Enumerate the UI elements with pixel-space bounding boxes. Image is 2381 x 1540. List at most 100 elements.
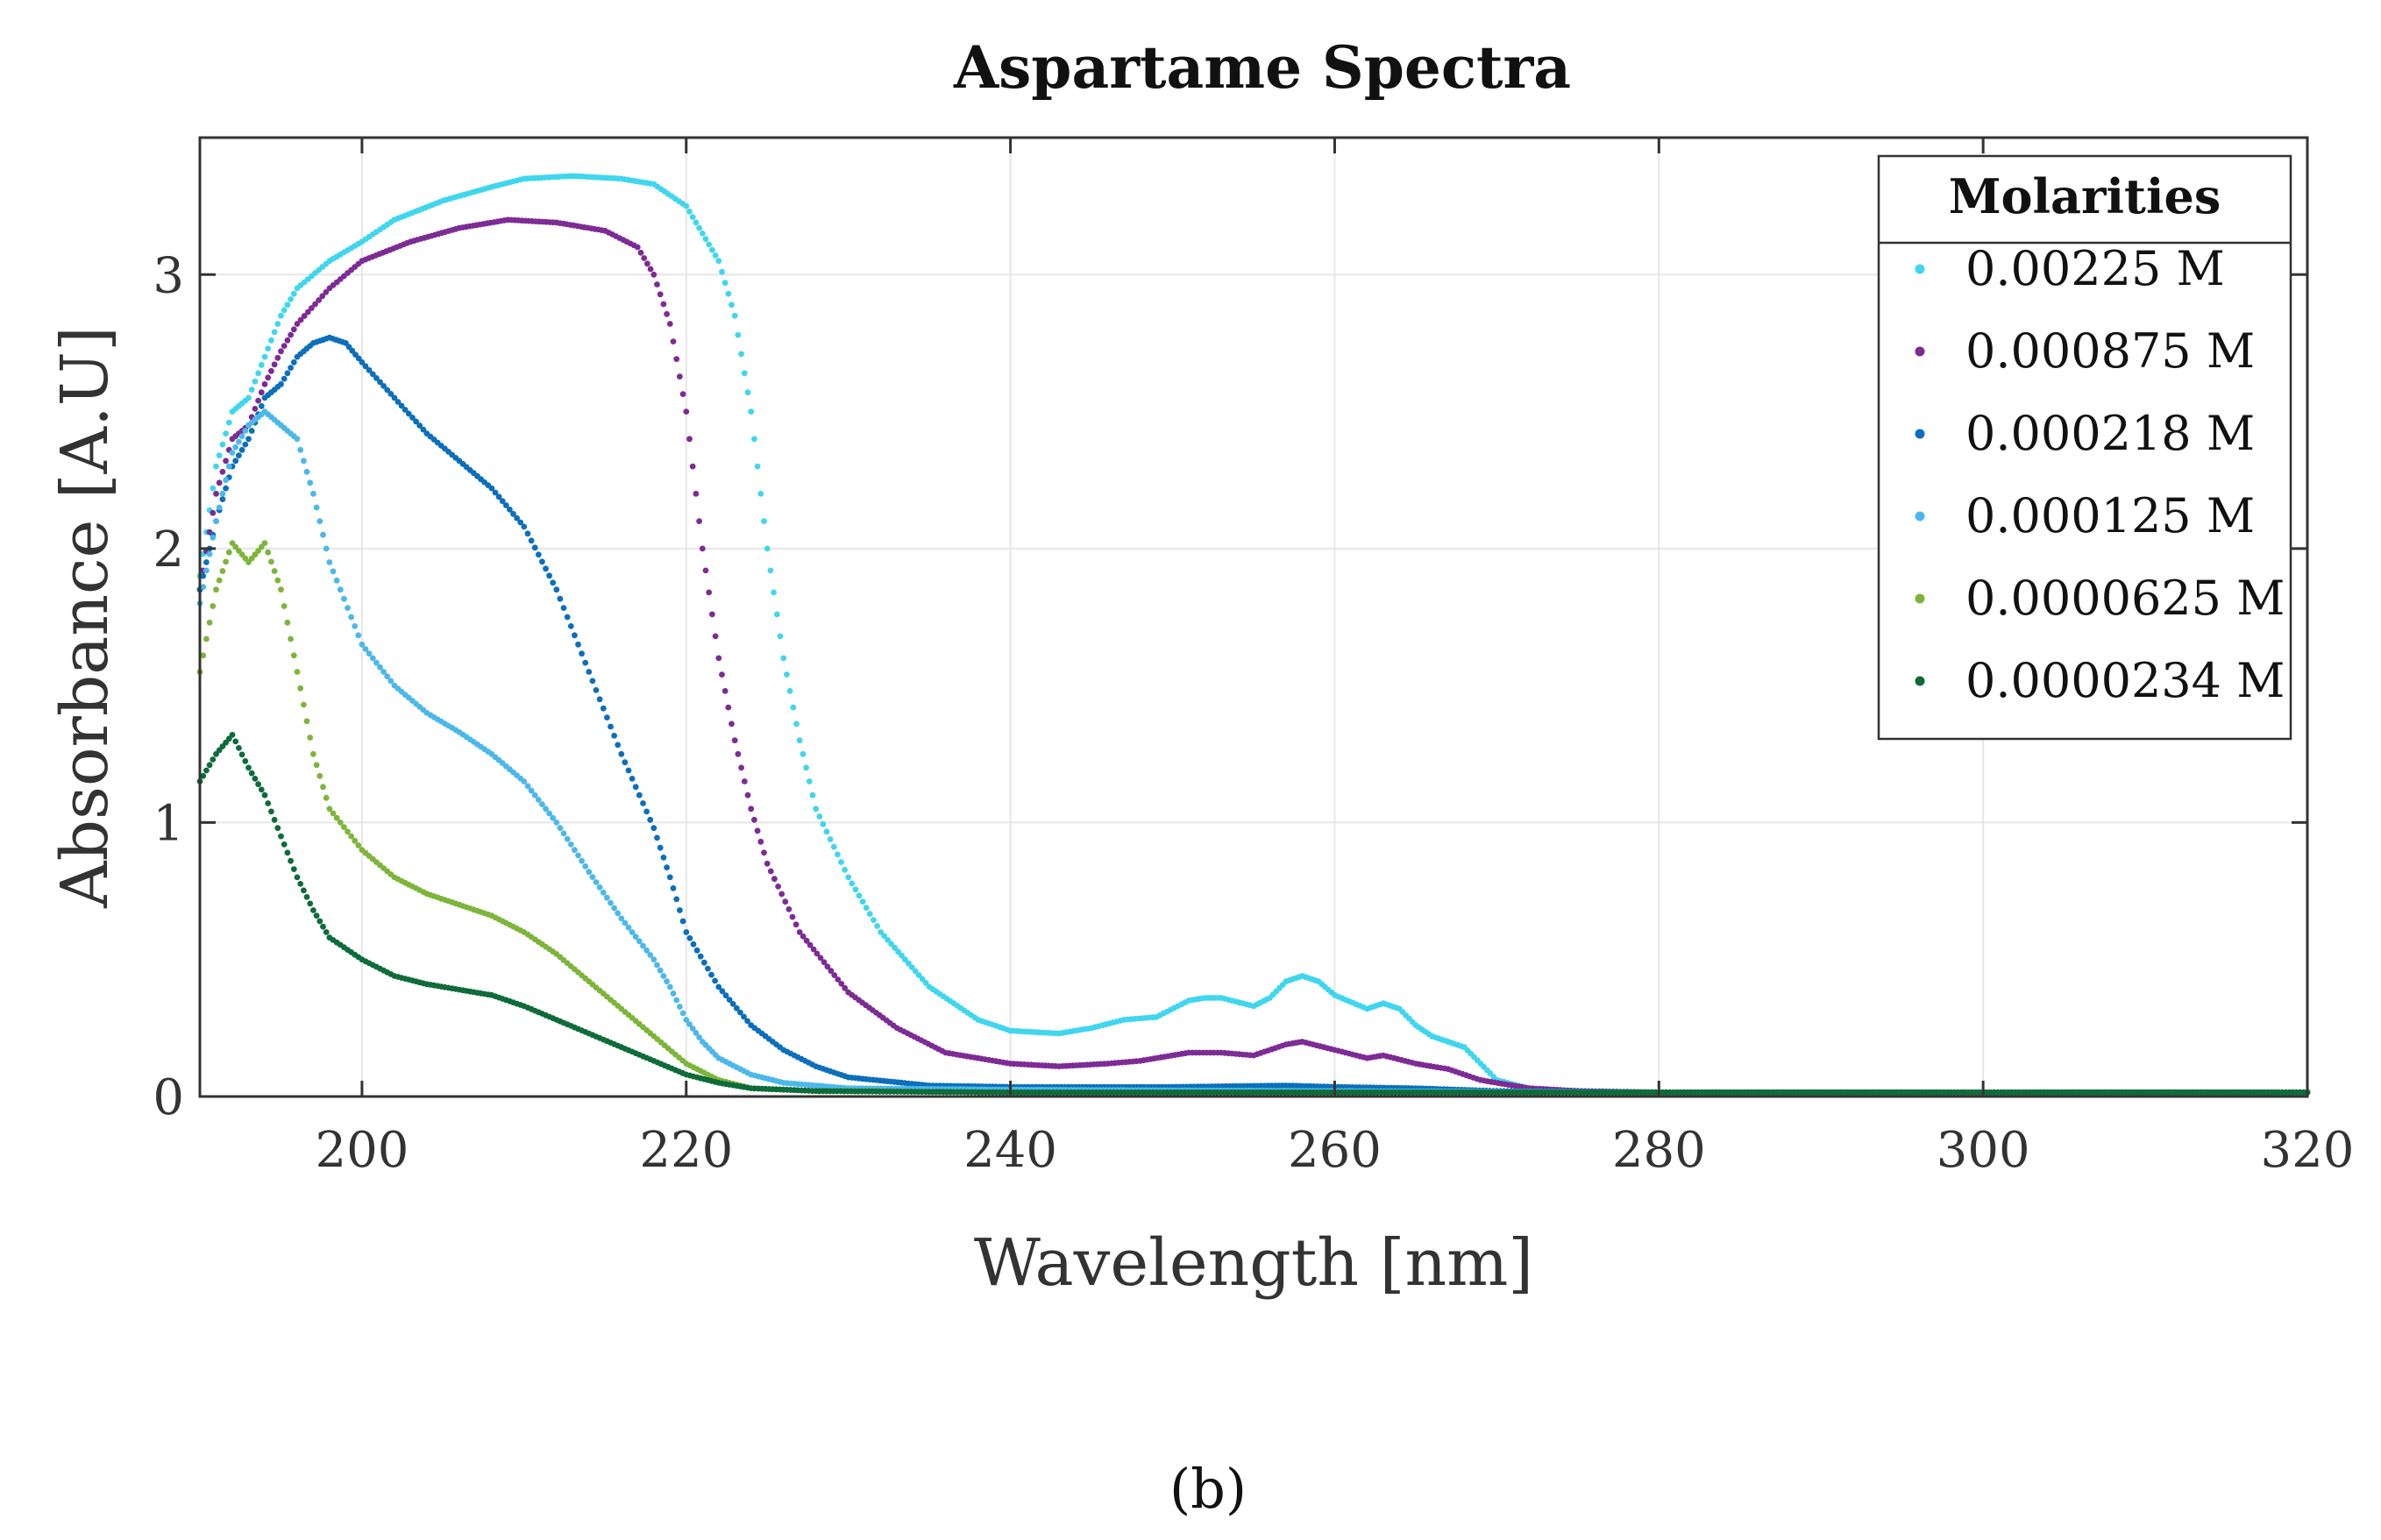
data-point (806, 778, 813, 784)
data-point (252, 776, 259, 782)
data-point (320, 531, 326, 538)
data-point (216, 479, 223, 486)
data-point (546, 572, 552, 579)
data-point (629, 776, 636, 782)
data-point (693, 219, 700, 226)
data-point (297, 446, 304, 453)
data-point (309, 305, 315, 311)
data-point (712, 633, 719, 640)
legend-marker (1915, 429, 1925, 439)
data-point (380, 669, 387, 675)
data-point (488, 485, 495, 492)
data-point (258, 362, 265, 368)
data-point (359, 641, 366, 648)
data-point (320, 923, 326, 930)
data-point (258, 786, 265, 793)
data-point (316, 297, 322, 303)
data-point (709, 246, 715, 253)
data-point (871, 917, 877, 923)
data-point (666, 321, 673, 327)
data-point (223, 477, 229, 484)
data-point (373, 375, 380, 381)
data-point (856, 892, 863, 899)
data-point (290, 290, 297, 297)
data-point (297, 881, 304, 887)
data-point (294, 874, 301, 881)
data-point (572, 632, 578, 639)
data-point (236, 452, 242, 458)
data-point (823, 828, 830, 835)
data-point (362, 646, 369, 652)
data-point (690, 940, 697, 947)
data-point (284, 370, 291, 377)
data-point (899, 952, 905, 959)
y-tick-label: 1 (153, 795, 184, 852)
data-point (814, 950, 821, 957)
data-point (608, 723, 614, 730)
data-point (719, 671, 725, 678)
data-point (225, 549, 232, 556)
data-point (284, 849, 291, 856)
x-tick-label: 320 (2261, 1122, 2355, 1179)
data-point (303, 894, 310, 900)
data-point (615, 742, 622, 749)
data-point (838, 981, 845, 987)
data-point (892, 944, 898, 951)
data-point (531, 544, 538, 551)
data-point (310, 750, 316, 757)
data-point (885, 937, 891, 943)
data-point (333, 577, 340, 584)
chart-title: Aspartame Spectra (953, 33, 1571, 102)
data-point (827, 836, 834, 842)
data-point (337, 820, 344, 826)
data-point (210, 756, 217, 763)
data-point (637, 249, 644, 256)
data-point (902, 956, 908, 963)
data-point (859, 898, 866, 905)
data-point (560, 830, 567, 837)
data-point (284, 619, 291, 626)
x-tick-label: 200 (315, 1122, 409, 1179)
data-point (355, 632, 362, 639)
data-point (225, 419, 232, 426)
data-point (647, 816, 654, 823)
data-point (377, 664, 383, 671)
data-point (416, 422, 423, 429)
data-point (660, 973, 667, 979)
data-point (793, 720, 800, 727)
data-point (775, 884, 781, 890)
data-point (625, 767, 632, 774)
data-point (261, 353, 268, 360)
data-point (288, 365, 294, 371)
data-point (213, 518, 219, 524)
data-point (225, 463, 232, 470)
data-point (738, 764, 744, 771)
data-point (922, 980, 929, 986)
data-point (369, 371, 376, 378)
data-point (644, 260, 650, 267)
data-point (223, 430, 229, 436)
data-point (593, 687, 600, 693)
data-point (679, 391, 686, 397)
plot-area-frame (198, 136, 2309, 1098)
data-point (492, 489, 499, 496)
data-point (604, 894, 610, 901)
data-point (248, 387, 255, 393)
data-point (535, 797, 542, 803)
data-point (735, 750, 742, 757)
data-point (767, 567, 774, 574)
data-point (268, 558, 274, 565)
data-point (604, 714, 610, 720)
data-point (268, 337, 274, 344)
data-point (255, 397, 261, 404)
data-point (677, 907, 683, 913)
data-point (729, 720, 735, 727)
data-point (303, 468, 310, 475)
data-point (803, 764, 809, 771)
data-point (647, 952, 654, 958)
data-point (611, 733, 617, 739)
data-point (281, 307, 288, 314)
data-point (782, 898, 789, 905)
data-point (719, 988, 726, 995)
data-point (697, 953, 704, 960)
